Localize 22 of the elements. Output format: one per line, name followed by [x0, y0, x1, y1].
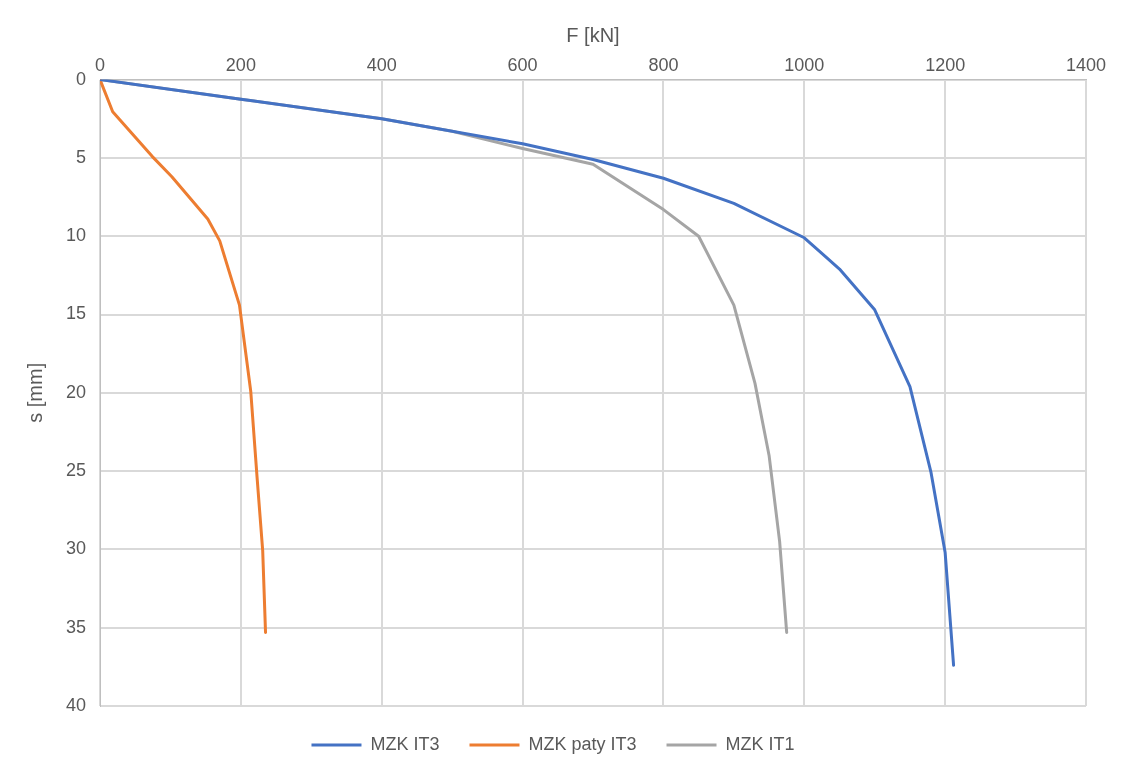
x-tick-label: 400: [366, 54, 397, 75]
x-tick-label: 0: [95, 54, 106, 75]
x-tick-label: 1400: [1065, 54, 1107, 75]
y-tick-label: 20: [65, 381, 87, 402]
legend-label: MZK IT3: [370, 733, 440, 754]
y-tick-label: 15: [65, 303, 87, 324]
x-tick-label: 1000: [784, 54, 825, 75]
y-tick-label: 30: [65, 538, 87, 559]
x-tick-label: 200: [225, 54, 256, 75]
x-axis-title: F [kN]: [566, 23, 620, 46]
y-tick-label: 5: [76, 146, 87, 167]
y-tick-label: 40: [65, 694, 87, 715]
y-tick-label: 0: [76, 68, 87, 89]
y-tick-label: 35: [65, 616, 87, 637]
x-tick-label: 800: [648, 54, 679, 75]
x-tick-label: 600: [507, 54, 538, 75]
legend-label: MZK IT1: [725, 733, 795, 754]
legend-label: MZK paty IT3: [528, 733, 637, 754]
y-tick-label: 25: [65, 460, 87, 481]
y-axis-title: s [mm]: [23, 362, 46, 423]
y-tick-label: 10: [65, 225, 87, 246]
x-tick-label: 1200: [925, 54, 966, 75]
